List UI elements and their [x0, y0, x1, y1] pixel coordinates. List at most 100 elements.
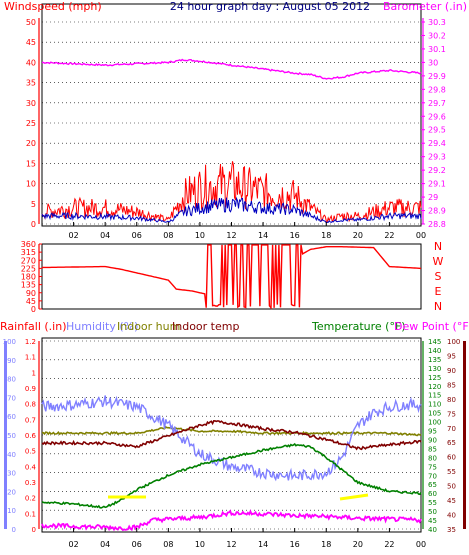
rainfall-tick-label-1.1: 1.1 — [25, 354, 36, 362]
barometer-tick-label-30.2: 30.2 — [428, 31, 446, 40]
wind-baro-x-tick-label-14: 14 — [258, 231, 268, 240]
humidity-tick-label-100: 100 — [3, 338, 16, 346]
humidity-axis-bar — [4, 341, 7, 529]
rain-humidity-temp-x-tick-label-12: 12 — [226, 540, 236, 549]
dewpoint-label: Dew Point (°F) — [394, 320, 469, 333]
barometer-tick-label-29.2: 29.2 — [428, 166, 446, 175]
temperature-tick-label-95: 95 — [428, 428, 437, 436]
windspeed-tick-label-25: 25 — [26, 119, 36, 128]
dewpoint-tick-label-50: 50 — [447, 483, 456, 491]
humidity-tick-label-40: 40 — [7, 451, 16, 459]
barometer-tick-label-29.5: 29.5 — [428, 126, 446, 135]
barometer-tick-label-28.9: 28.9 — [428, 207, 446, 216]
humidity-tick-label-90: 90 — [7, 357, 16, 365]
dewpoint-tick-label-100: 100 — [447, 338, 460, 346]
indoor-hum-label: Indoor hum — [117, 320, 180, 333]
barometer-tick-label-29.9: 29.9 — [428, 72, 446, 81]
humidity-line — [41, 395, 422, 482]
rain-humidity-temp-x-tick-label-16: 16 — [290, 540, 300, 549]
barometer-tick-label-29.1: 29.1 — [428, 180, 446, 189]
barometer-tick-label-30.3: 30.3 — [428, 18, 446, 27]
temperature-tick-label-70: 70 — [428, 472, 437, 480]
rain-humidity-temp-x-tick-label-22: 22 — [384, 540, 394, 549]
barometer-tick-label-30: 30 — [428, 58, 438, 67]
humidity-tick-label-80: 80 — [7, 376, 16, 384]
barometer-tick-label-29.8: 29.8 — [428, 85, 446, 94]
dewpoint-tick-label-80: 80 — [447, 396, 456, 404]
direction-tick-label-315: 315 — [21, 248, 36, 257]
rainfall-tick-label-0.2: 0.2 — [25, 495, 36, 503]
rain-humidity-temp-x-tick-label-20: 20 — [353, 540, 363, 549]
humidity-tick-label-0: 0 — [12, 526, 16, 534]
rainfall-tick-label-1: 1 — [32, 369, 36, 377]
windspeed-tick-label-15: 15 — [26, 159, 36, 168]
windspeed-tick-label-50: 50 — [26, 18, 36, 27]
wind-baro-x-tick-label-12: 12 — [226, 231, 236, 240]
compass-label-S-2: S — [435, 270, 442, 283]
indoor-temp-line — [41, 419, 422, 451]
rainfall-tick-label-1.2: 1.2 — [25, 338, 36, 346]
wind-baro-x-tick-label-00: 00 — [416, 231, 426, 240]
temperature-tick-label-145: 145 — [428, 338, 441, 346]
direction-tick-label-90: 90 — [26, 289, 36, 298]
barometer-tick-label-29.6: 29.6 — [428, 112, 446, 121]
rain-humidity-temp-x-tick-label-14: 14 — [258, 540, 268, 549]
wind-baro-x-tick-label-20: 20 — [353, 231, 363, 240]
rain-humidity-temp-grid — [42, 340, 421, 530]
wind-gust-line — [41, 161, 422, 223]
rainfall-tick-label-0.9: 0.9 — [25, 385, 36, 393]
temperature-tick-label-65: 65 — [428, 481, 437, 489]
windspeed-tick-label-10: 10 — [26, 180, 36, 189]
dewpoint-tick-label-90: 90 — [447, 367, 456, 375]
windspeed-axis: 0 5 10 15 20 25 30 35 40 45 50 — [26, 18, 40, 229]
humidity-tick-label-70: 70 — [7, 394, 16, 402]
dewpoint-tick-label-65: 65 — [447, 439, 456, 447]
temperature-tick-label-115: 115 — [428, 392, 441, 400]
temperature-tick-label-85: 85 — [428, 445, 437, 453]
rainfall-tick-label-0.4: 0.4 — [25, 463, 37, 471]
dewpoint-tick-label-60: 60 — [447, 454, 456, 462]
wind-baro-x-tick-label-06: 06 — [132, 231, 142, 240]
temperature-tick-label-100: 100 — [428, 419, 441, 427]
dewpoint-tick-label-95: 95 — [447, 352, 456, 360]
rain-humidity-temp-x-tick-label-00: 00 — [416, 540, 426, 549]
barometer-axis-label: Barometer (.in) — [383, 0, 467, 13]
dewpoint-tick-label-40: 40 — [447, 512, 456, 520]
windspeed-tick-label-0: 0 — [31, 220, 36, 229]
temperature-tick-label-105: 105 — [428, 410, 441, 418]
dewpoint-tick-label-70: 70 — [447, 425, 456, 433]
wind-average-line — [41, 196, 422, 224]
temperature-tick-label-80: 80 — [428, 454, 437, 462]
windspeed-tick-label-35: 35 — [26, 79, 36, 88]
direction-tick-label-135: 135 — [21, 281, 36, 290]
temperature-tick-label-135: 135 — [428, 356, 441, 364]
temperature-tick-label-50: 50 — [428, 508, 437, 516]
compass-label-N-4: N — [434, 300, 442, 313]
temperature-tick-label-40: 40 — [428, 526, 437, 534]
temperature-label: Temperature (°F) — [311, 320, 406, 333]
compass-label-N-0: N — [434, 240, 442, 253]
rainfall-tick-label-0.1: 0.1 — [25, 510, 36, 518]
temperature-tick-label-90: 90 — [428, 436, 437, 444]
windspeed-tick-label-40: 40 — [26, 58, 36, 67]
dewpoint-tick-label-55: 55 — [447, 468, 456, 476]
dewpoint-tick-label-75: 75 — [447, 410, 456, 418]
windspeed-tick-label-20: 20 — [26, 139, 36, 148]
temperature-tick-label-45: 45 — [428, 517, 437, 525]
humidity-tick-label-20: 20 — [7, 488, 16, 496]
direction-tick-label-180: 180 — [21, 273, 36, 282]
compass-label-E-3: E — [435, 285, 442, 298]
rain-humidity-temp-x-tick-label-08: 08 — [163, 540, 173, 549]
wind-baro-x-tick-label-10: 10 — [195, 231, 205, 240]
dewpoint-tick-label-85: 85 — [447, 381, 456, 389]
rain-humidity-temp-x-tick-label-04: 04 — [100, 540, 110, 549]
windspeed-axis-label: Windspeed (mph) — [4, 0, 102, 13]
temperature-tick-label-110: 110 — [428, 401, 441, 409]
wind-baro-series — [41, 58, 422, 224]
indoor-humidity-line — [41, 425, 422, 437]
rain-humidity-temp-x-tick-label-06: 06 — [132, 540, 142, 549]
temperature-tick-label-75: 75 — [428, 463, 437, 471]
rainfall-tick-label-0: 0 — [32, 526, 36, 534]
rainfall-tick-label-0.7: 0.7 — [25, 416, 36, 424]
